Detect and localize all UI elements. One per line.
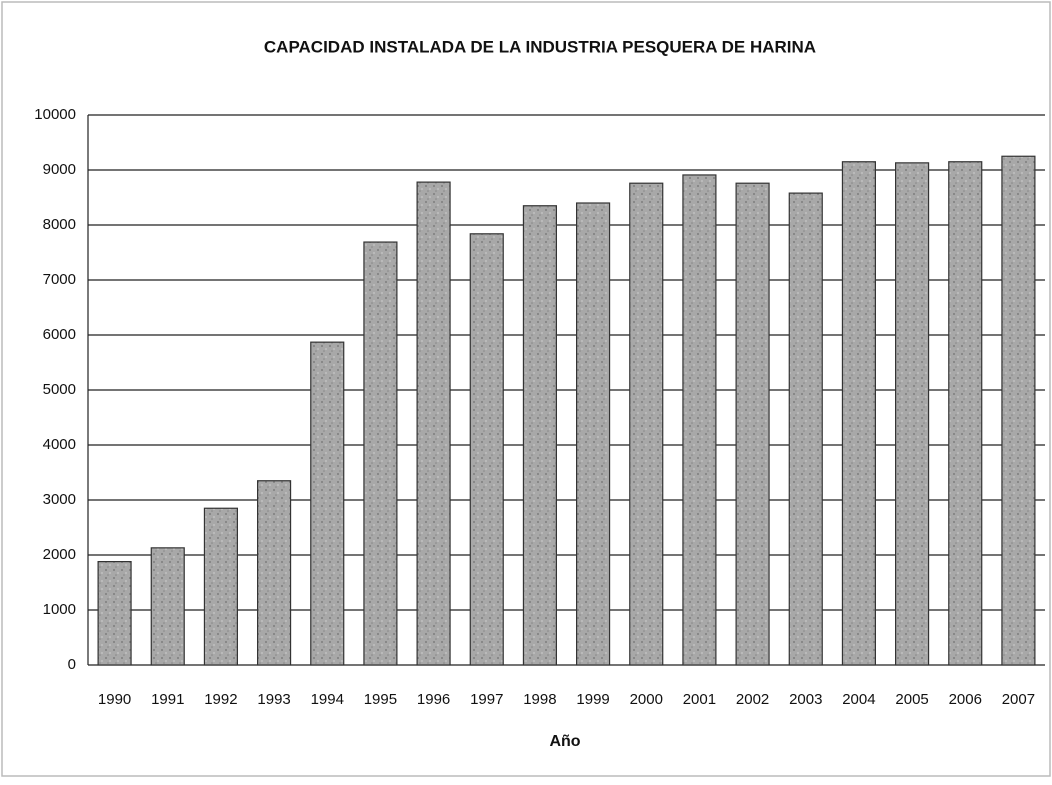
y-tick-label: 8000 [43,216,76,233]
bar [416,181,451,666]
bar [97,560,132,666]
x-tick-label: 2002 [736,691,769,708]
y-tick-label: 4000 [43,436,76,453]
x-tick-label: 1998 [523,691,556,708]
bar [629,182,664,666]
y-tick-label: 1000 [43,601,76,618]
y-tick-label: 0 [68,656,76,673]
bar [150,547,185,666]
bar [1001,155,1036,666]
x-tick-label: 2000 [630,691,663,708]
bar [682,174,717,666]
bar [257,480,292,666]
x-tick-label: 1996 [417,691,450,708]
x-tick-label: 2004 [842,691,875,708]
y-tick-label: 5000 [43,381,76,398]
x-tick-label: 2005 [895,691,928,708]
bar [895,162,930,666]
bar [310,341,345,666]
x-axis-title: Año [549,733,580,750]
x-tick-label: 2001 [683,691,716,708]
bar [522,205,557,666]
y-tick-label: 3000 [43,491,76,508]
bar [363,241,398,666]
y-tick-label: 2000 [43,546,76,563]
x-tick-label: 1990 [98,691,131,708]
x-tick-label: 2003 [789,691,822,708]
x-tick-label: 1991 [151,691,184,708]
x-tick-label: 2007 [1002,691,1035,708]
bar [841,161,876,666]
x-tick-label: 2006 [949,691,982,708]
x-tick-label: 1992 [204,691,237,708]
x-tick-label: 1995 [364,691,397,708]
bar [576,202,611,666]
x-tick-label: 1997 [470,691,503,708]
x-tick-label: 1999 [576,691,609,708]
chart-title: CAPACIDAD INSTALADA DE LA INDUSTRIA PESQ… [264,37,816,56]
y-tick-label: 10000 [34,106,76,123]
bar [203,507,238,666]
bar [735,182,770,666]
bar [788,192,823,666]
x-tick-label: 1994 [311,691,344,708]
y-tick-label: 7000 [43,271,76,288]
x-tick-label: 1993 [257,691,290,708]
bar [469,233,504,666]
y-tick-label: 9000 [43,161,76,178]
y-tick-label: 6000 [43,326,76,343]
bar [948,161,983,666]
